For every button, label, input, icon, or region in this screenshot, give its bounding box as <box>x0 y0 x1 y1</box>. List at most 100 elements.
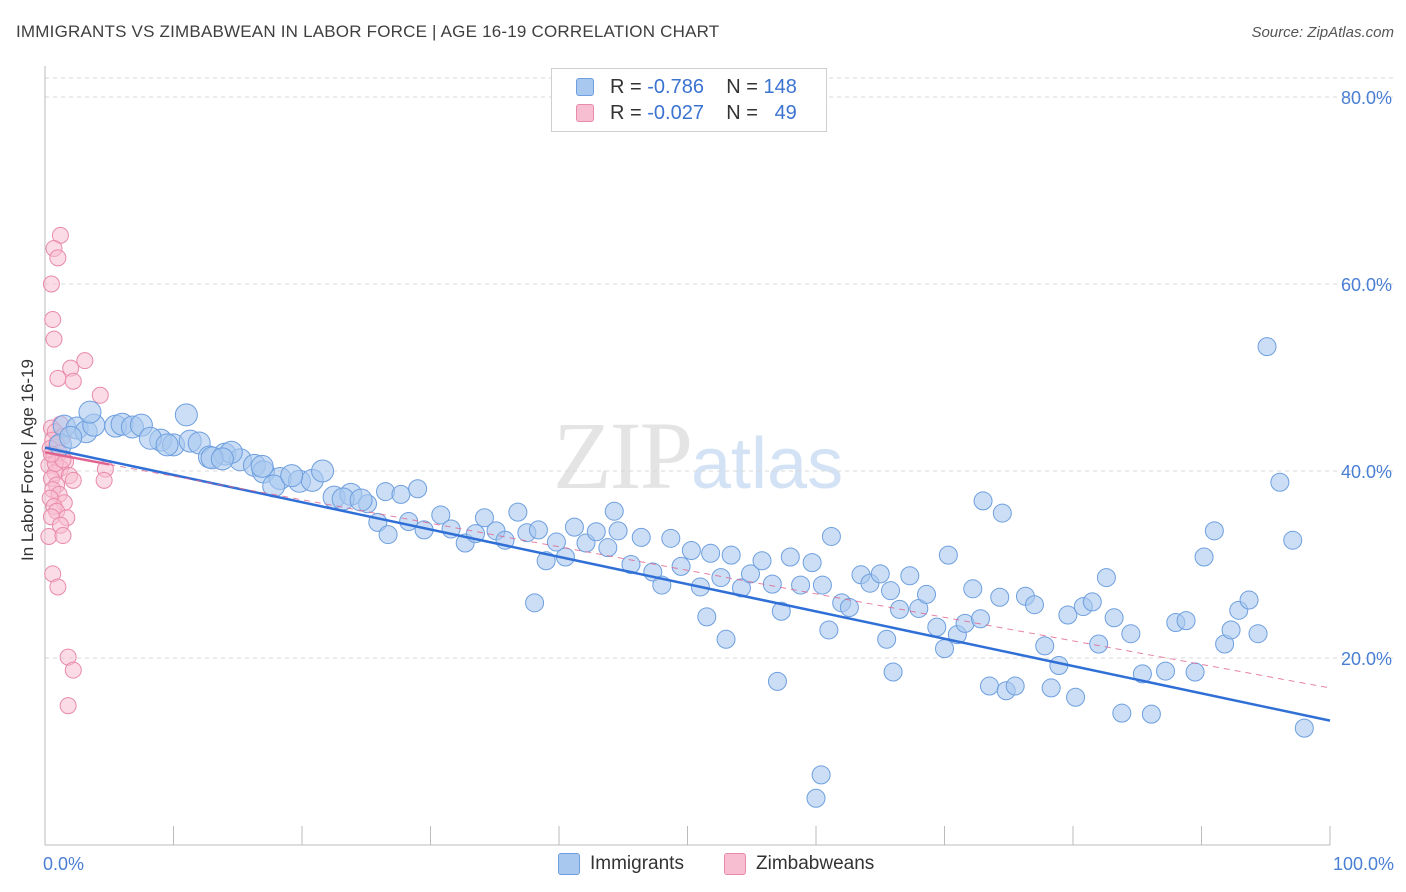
immigrants-point <box>1194 547 1214 567</box>
immigrants-point <box>78 400 102 424</box>
immigrants-point <box>802 553 822 573</box>
immigrants-point <box>990 587 1010 607</box>
immigrants-point <box>979 676 999 696</box>
immigrants-point <box>349 488 373 512</box>
immigrants-point <box>780 547 800 567</box>
zimbabweans-swatch <box>576 104 594 122</box>
immigrants-point <box>1176 611 1196 631</box>
immigrants-point <box>881 581 901 601</box>
immigrants-point <box>992 503 1012 523</box>
immigrants-point <box>1283 530 1303 550</box>
immigrants-point <box>1035 636 1055 656</box>
immigrants-point <box>1141 704 1161 724</box>
y-tick-label: 80.0% <box>1341 88 1392 108</box>
r-label: R = <box>610 75 642 98</box>
immigrants-point <box>608 521 628 541</box>
immigrants-point <box>311 459 335 483</box>
immigrants-point <box>508 502 528 522</box>
x-tick-label: 0.0% <box>43 854 84 874</box>
immigrants-point <box>1270 472 1290 492</box>
immigrants-point <box>839 598 859 618</box>
immigrants-point <box>391 484 411 504</box>
zimbabweans-point <box>49 249 67 267</box>
r-label: R = <box>610 101 642 124</box>
zimbabweans-trend-line <box>44 451 110 466</box>
immigrants-point <box>1185 662 1205 682</box>
immigrants-point <box>740 564 760 584</box>
n-value: 49 <box>774 101 797 124</box>
immigrants-legend-swatch <box>558 853 580 875</box>
immigrants-point <box>819 620 839 640</box>
zimbabweans-point <box>45 330 63 348</box>
immigrants-point <box>1041 678 1061 698</box>
immigrants-point <box>174 403 198 427</box>
immigrants-point <box>1005 676 1025 696</box>
bottom-legend-zimbabweans[interactable]: Zimbabweans <box>724 852 874 876</box>
zimbabweans-point <box>42 275 60 293</box>
watermark-atlas: atlas <box>691 424 844 504</box>
immigrants-point <box>661 528 681 548</box>
immigrants-point <box>1066 687 1086 707</box>
n-value: 148 <box>763 75 797 98</box>
immigrants-point <box>900 566 920 586</box>
zimbabweans-point <box>91 386 109 404</box>
immigrants-point <box>701 543 721 563</box>
zimbabweans-legend-label: Zimbabweans <box>756 853 875 874</box>
immigrants-point <box>963 579 983 599</box>
immigrants-point <box>697 607 717 627</box>
y-tick-label: 20.0% <box>1341 649 1392 669</box>
y-tick-label: 40.0% <box>1341 462 1392 482</box>
bottom-legend-immigrants[interactable]: Immigrants <box>558 852 684 876</box>
immigrants-point <box>791 575 811 595</box>
correlation-legend: R = -0.786 N = 148 R = -0.027 N = 49 <box>551 68 827 132</box>
immigrants-point <box>671 556 691 576</box>
immigrants-trend-line <box>44 446 1331 722</box>
immigrants-point <box>938 545 958 565</box>
zimbabweans-point <box>44 311 62 329</box>
zimbabweans-point <box>64 471 82 489</box>
zimbabweans-point <box>49 578 67 596</box>
legend-row-immigrants: R = -0.786 N = 148 <box>576 75 797 99</box>
immigrants-point <box>1121 624 1141 644</box>
zimbabweans-point <box>76 352 94 370</box>
immigrants-point <box>528 520 548 540</box>
immigrants-point <box>250 454 274 478</box>
immigrants-point <box>631 527 651 547</box>
immigrants-point <box>1156 661 1176 681</box>
zimbabweans-point <box>59 697 77 715</box>
immigrants-point <box>1257 337 1277 357</box>
immigrants-point <box>155 433 179 457</box>
zimbabweans-point <box>49 369 67 387</box>
immigrants-point <box>546 532 566 552</box>
immigrants-point <box>870 564 890 584</box>
immigrants-point <box>1239 590 1259 610</box>
immigrants-point <box>767 671 787 691</box>
immigrants-point <box>1221 620 1241 640</box>
immigrants-point <box>210 447 234 471</box>
immigrants-point <box>806 788 826 808</box>
immigrants-point <box>1112 703 1132 723</box>
immigrants-point <box>762 574 782 594</box>
immigrants-point <box>1058 605 1078 625</box>
immigrants-point <box>821 526 841 546</box>
immigrants-point <box>564 517 584 537</box>
n-label: N = <box>726 101 758 124</box>
zimbabweans-point <box>64 661 82 679</box>
source-attribution: Source: ZipAtlas.com <box>1251 24 1394 41</box>
immigrants-point <box>408 479 428 499</box>
y-tick-label: 60.0% <box>1341 275 1392 295</box>
immigrants-point <box>812 575 832 595</box>
zimbabweans-trend-extension <box>109 463 1331 689</box>
immigrants-point <box>811 765 831 785</box>
immigrants-point <box>431 505 451 525</box>
zimbabweans-point <box>40 527 58 545</box>
immigrants-point <box>1248 624 1268 644</box>
watermark: ZIPatlas <box>553 400 843 511</box>
r-value: -0.786 <box>647 75 704 98</box>
zimbabweans-point <box>54 527 72 545</box>
immigrants-point <box>1082 592 1102 612</box>
immigrants-point <box>681 540 701 560</box>
immigrants-point <box>598 538 618 558</box>
immigrants-point <box>771 601 791 621</box>
